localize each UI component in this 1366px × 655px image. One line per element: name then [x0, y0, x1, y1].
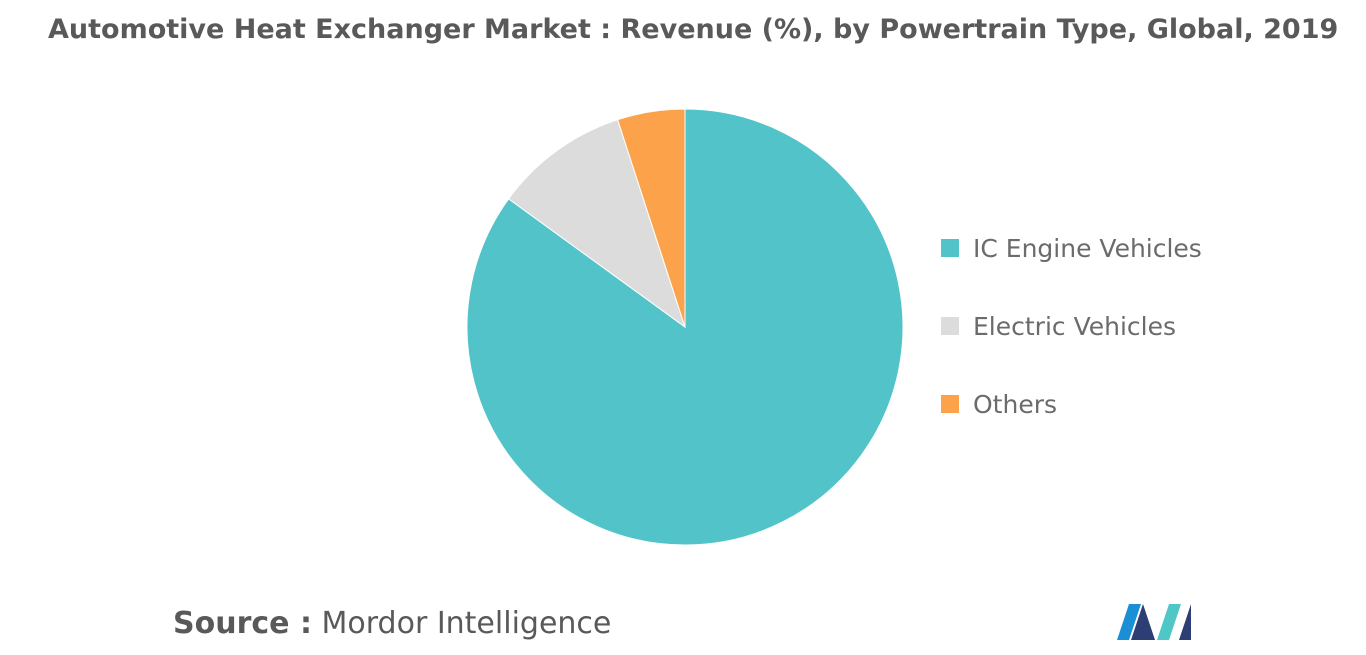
- legend-label: Others: [973, 389, 1058, 419]
- pie-slice-others: [617, 108, 686, 328]
- legend-swatch: [941, 317, 959, 335]
- legend-label: Electric Vehicles: [973, 311, 1177, 341]
- logo-shape-edge: [1179, 604, 1191, 640]
- legend-swatch: [941, 395, 959, 413]
- logo-shape-left: [1117, 604, 1141, 640]
- legend-item-others: Others: [941, 384, 1202, 424]
- chart-title: Automotive Heat Exchanger Market : Reven…: [48, 14, 1339, 45]
- logo-shape-mid: [1131, 604, 1155, 640]
- legend-item-ic-engine-vehicles: IC Engine Vehicles: [941, 228, 1202, 268]
- pie-slice-electric-vehicles: [507, 119, 686, 329]
- logo-shape-right: [1157, 604, 1181, 640]
- mordor-intelligence-logo: [1117, 604, 1191, 640]
- pie-chart: [466, 108, 904, 546]
- source-note: Source : Mordor Intelligence: [173, 606, 611, 641]
- legend-label: IC Engine Vehicles: [973, 233, 1202, 263]
- source-label: Source :: [173, 606, 312, 641]
- legend-item-electric-vehicles: Electric Vehicles: [941, 306, 1202, 346]
- legend: IC Engine Vehicles Electric Vehicles Oth…: [941, 228, 1202, 424]
- source-text: Mordor Intelligence: [321, 606, 612, 641]
- legend-swatch: [941, 239, 959, 257]
